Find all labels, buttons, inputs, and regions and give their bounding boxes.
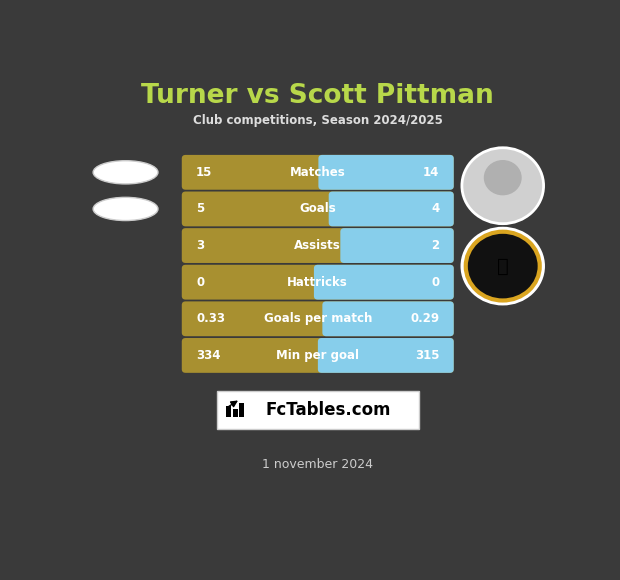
FancyBboxPatch shape [182,228,454,263]
Text: 🏅: 🏅 [497,256,508,276]
Text: Assists: Assists [294,239,341,252]
Text: Goals: Goals [299,202,336,215]
Ellipse shape [93,197,158,220]
Ellipse shape [93,161,158,184]
Text: 315: 315 [415,349,440,362]
Text: 0.33: 0.33 [196,312,225,325]
Text: 14: 14 [423,166,440,179]
Text: 0.29: 0.29 [410,312,440,325]
Circle shape [466,232,540,300]
Text: 5: 5 [196,202,205,215]
FancyBboxPatch shape [329,191,454,226]
Text: Hattricks: Hattricks [288,276,348,289]
Text: Goals per match: Goals per match [264,312,372,325]
FancyBboxPatch shape [340,228,454,263]
Text: Min per goal: Min per goal [277,349,359,362]
FancyBboxPatch shape [182,191,454,226]
Text: 4: 4 [431,202,440,215]
Text: Matches: Matches [290,166,345,179]
Text: Club competitions, Season 2024/2025: Club competitions, Season 2024/2025 [193,114,443,128]
Circle shape [484,161,521,195]
FancyBboxPatch shape [232,409,237,417]
Text: 15: 15 [196,166,213,179]
FancyBboxPatch shape [319,155,454,190]
Text: FcTables.com: FcTables.com [265,401,391,419]
Circle shape [462,228,544,304]
Text: 1 november 2024: 1 november 2024 [262,458,373,472]
Text: 2: 2 [431,239,440,252]
FancyBboxPatch shape [226,405,231,417]
Text: 0: 0 [196,276,205,289]
Circle shape [462,148,544,224]
FancyBboxPatch shape [182,264,454,300]
Text: 3: 3 [196,239,205,252]
FancyBboxPatch shape [182,302,454,336]
FancyBboxPatch shape [322,302,454,336]
Text: 0: 0 [431,276,440,289]
FancyBboxPatch shape [217,391,418,429]
FancyBboxPatch shape [239,403,244,417]
FancyBboxPatch shape [182,155,454,190]
FancyBboxPatch shape [182,338,454,373]
Text: 334: 334 [196,349,221,362]
FancyBboxPatch shape [318,338,454,373]
Text: Turner vs Scott Pittman: Turner vs Scott Pittman [141,84,494,110]
FancyBboxPatch shape [314,264,454,300]
